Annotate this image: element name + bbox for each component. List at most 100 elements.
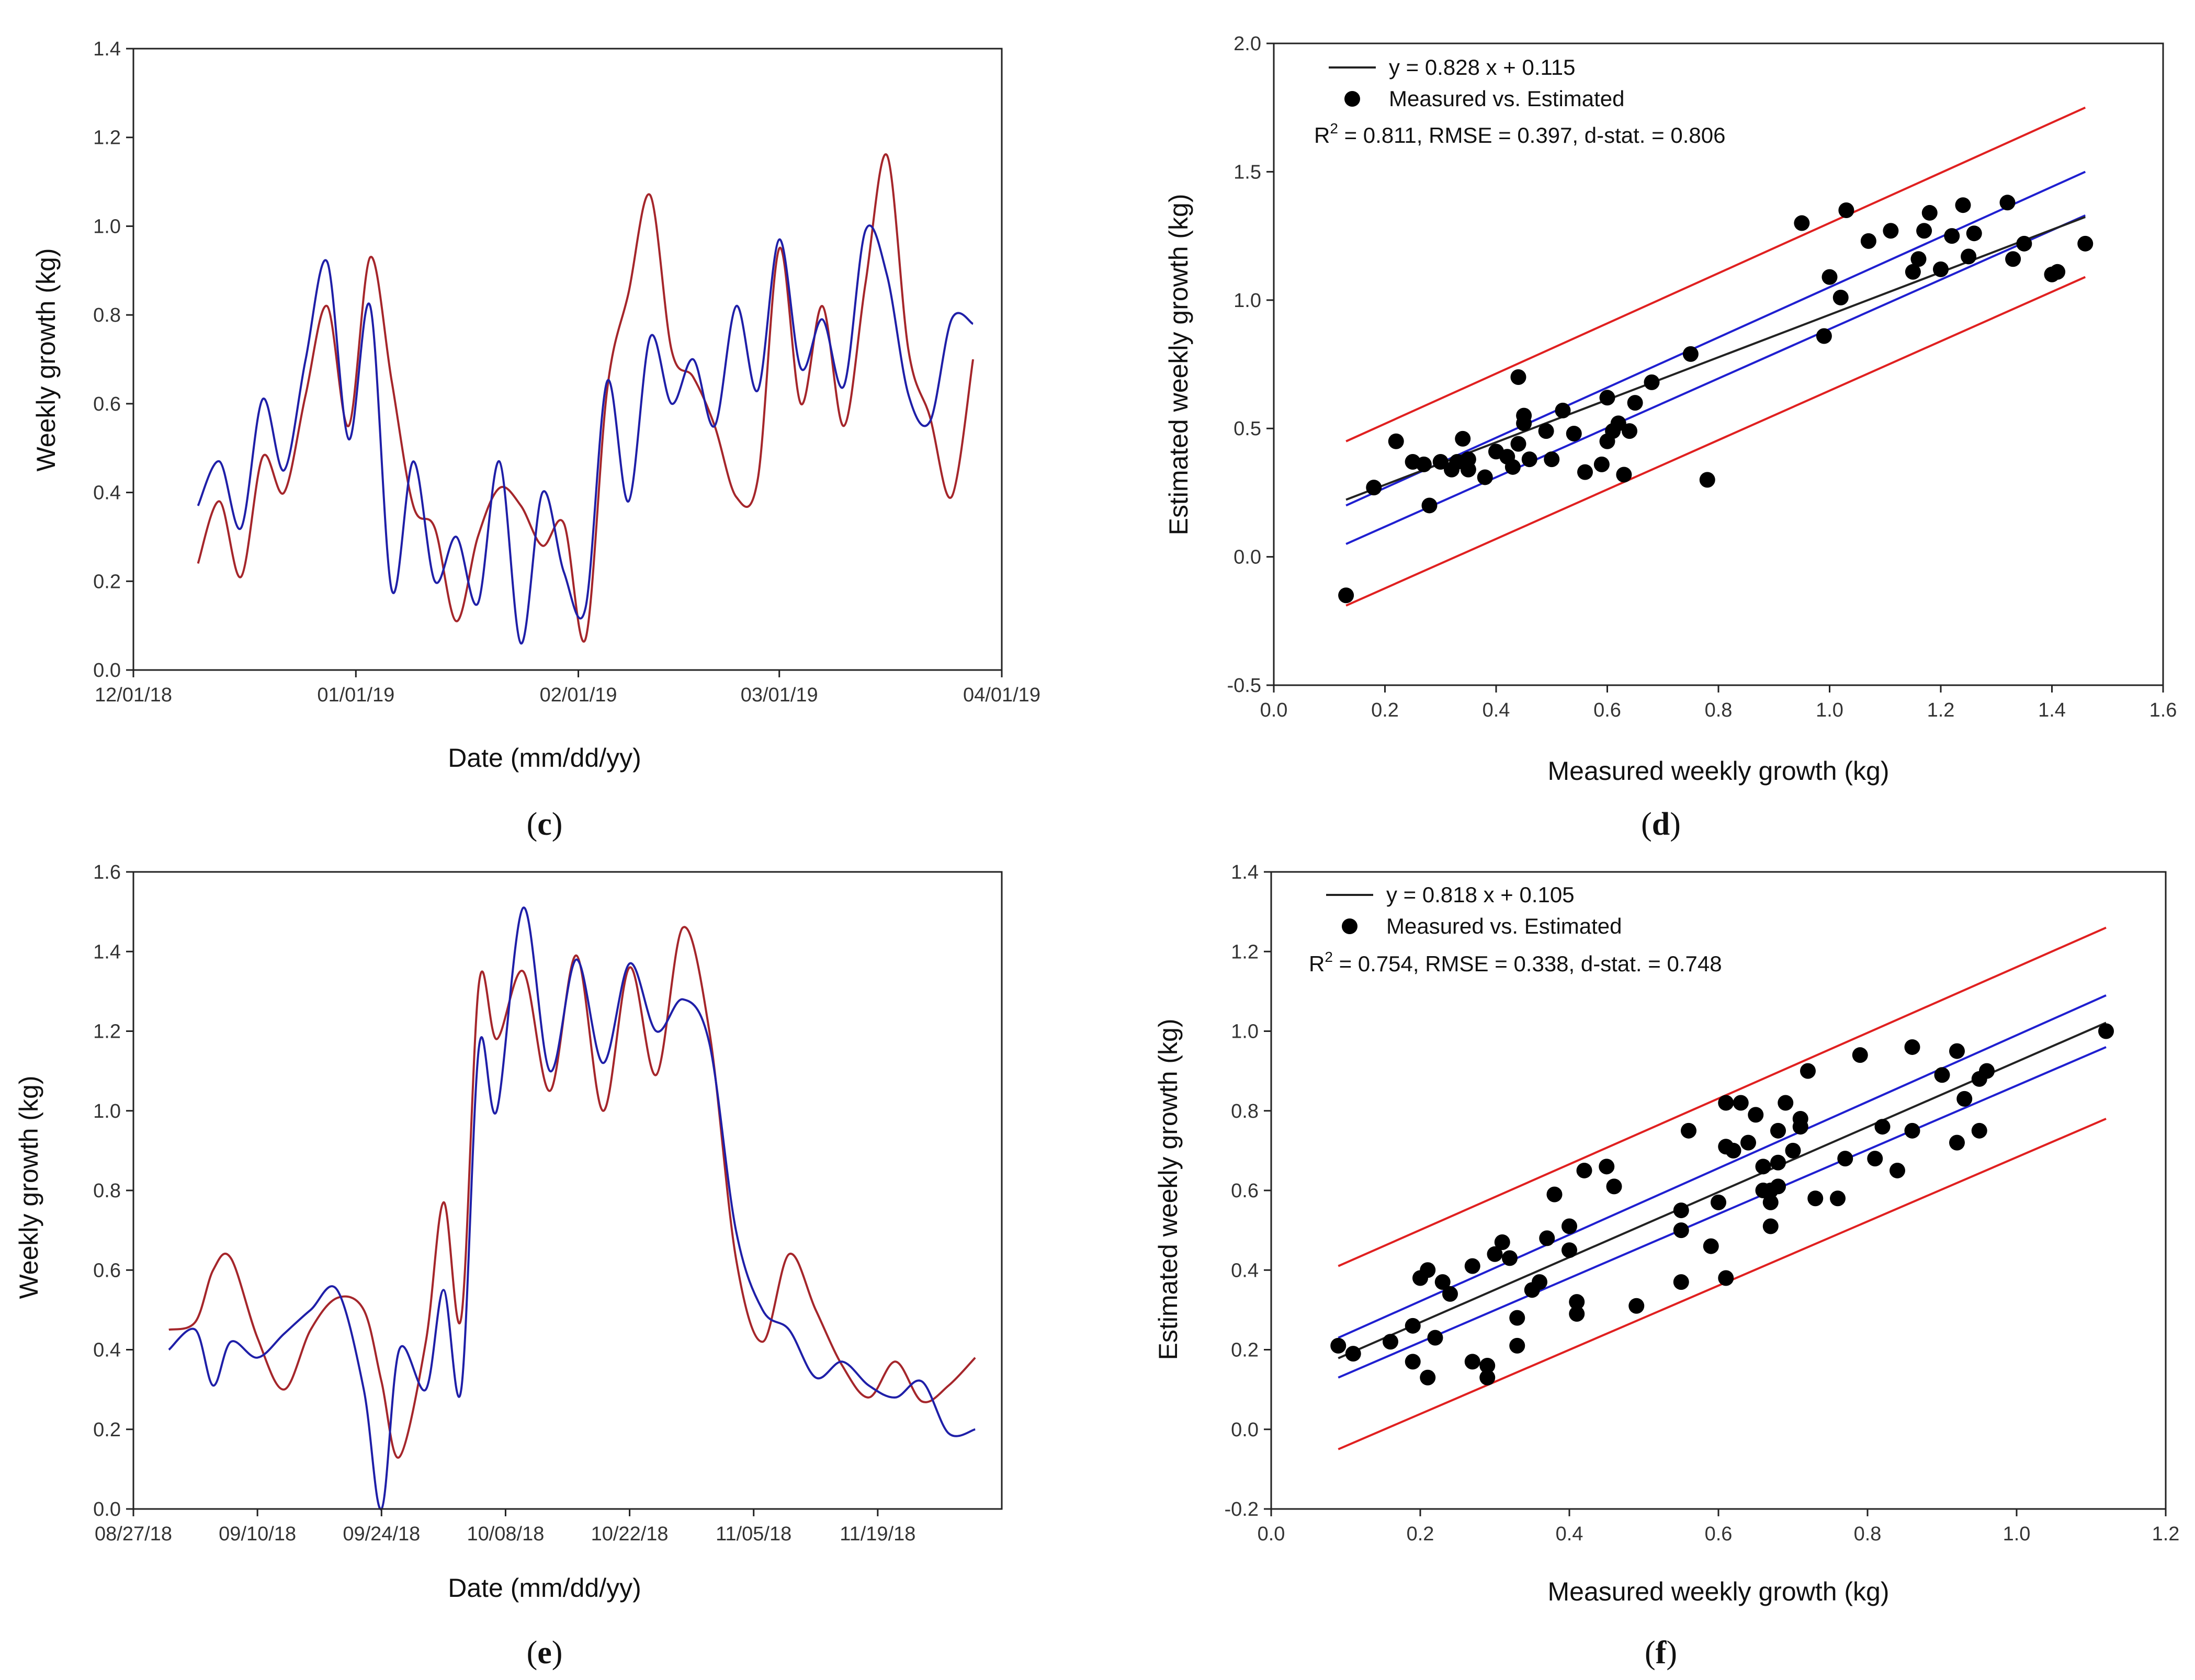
panel-d-data-point (1477, 469, 1493, 485)
panel-d-confidence-upper-line (1345, 171, 2086, 507)
panel-d-data-point (1944, 228, 1960, 244)
panel-f-confidence-lower-line (1338, 1046, 2107, 1379)
panel-d-data-point (1682, 346, 1699, 362)
panel-c-x-axis-label: Date (mm/dd/yy) (448, 743, 641, 773)
panel-f-x-tick-label: 0.8 (1854, 1523, 1882, 1545)
panel-d-data-point (2005, 251, 2021, 267)
panel-f-data-point (1904, 1122, 1920, 1139)
panel-d-data-point (1961, 248, 1977, 265)
panel-f-data-point (1800, 1063, 1816, 1079)
panel-f-data-point (1532, 1274, 1547, 1290)
panel-f-data-point (1979, 1063, 1995, 1079)
panel-e-y-tick-label: 1.6 (93, 861, 121, 883)
panel-d-data-point (1460, 451, 1476, 468)
panel-f-data-point (1725, 1142, 1741, 1159)
panel-d-legend-line-label: y = 0.828 x + 0.115 (1389, 55, 1576, 80)
panel-d-x-tick-label: 0.2 (1371, 699, 1399, 721)
panel-f-data-point (1718, 1270, 1734, 1286)
panel-f-data-point (1479, 1357, 1496, 1373)
panel-d-stats-text: R2 = 0.811, RMSE = 0.397, d-stat. = 0.80… (1314, 120, 1725, 147)
panel-f-data-point (1755, 1159, 1771, 1175)
panel-f-data-point (1434, 1274, 1451, 1290)
panel-d-prediction-lower-line (1345, 276, 2086, 607)
panel-f-y-tick-label: 0.0 (1231, 1419, 1259, 1441)
panel-f-data-point (1420, 1369, 1436, 1386)
panel-c-y-axis-label: Weekly growth (kg) (31, 248, 61, 472)
panel-c-series-line-2 (197, 224, 974, 645)
panel-f-data-point (1852, 1047, 1868, 1063)
panel-e-series-line-2 (168, 906, 976, 1511)
panel-f-data-point (1762, 1194, 1779, 1210)
panel-f-legend-point-label: Measured vs. Estimated (1386, 914, 1622, 938)
panel-f-x-axis-label: Measured weekly growth (kg) (1547, 1577, 1889, 1606)
panel-d-data-point (1916, 223, 1932, 239)
panel-d-bands (1345, 106, 2086, 607)
panel-f-y-tick-label: 0.6 (1231, 1180, 1259, 1202)
panel-d-x-axis-label: Measured weekly growth (kg) (1547, 756, 1889, 786)
panel-c-y-tick-label: 1.0 (93, 215, 121, 237)
panel-f-data-point (1427, 1330, 1443, 1346)
panel-f-data-point (1837, 1151, 1853, 1167)
panel-f-data-point (1487, 1246, 1503, 1262)
panel-f-x-tick-label: 0.2 (1407, 1523, 1434, 1545)
panel-f-x-tick-label: 0.4 (1556, 1523, 1583, 1545)
panel-c-x-tick-label: 01/01/19 (317, 684, 394, 706)
panel-d-data-point (1338, 587, 1354, 604)
panel-f-data-point (1464, 1258, 1480, 1274)
panel-f-data-point (1442, 1286, 1458, 1302)
panel-f-y-tick-label: 0.8 (1231, 1100, 1259, 1122)
panel-f-points (1330, 1023, 2114, 1386)
panel-d-legend-point-swatch (1344, 91, 1360, 107)
panel-f-data-point (1673, 1274, 1689, 1290)
panel-f-y-tick-label: 0.4 (1231, 1259, 1259, 1281)
panel-f-x-tick-label: 1.2 (2152, 1523, 2180, 1545)
panel-d-data-point (1999, 195, 2016, 211)
panel-d-confidence-lower-line (1345, 214, 2086, 545)
panel-c-y-tick-label: 0.2 (93, 571, 121, 593)
panel-d-data-point (2050, 264, 2066, 280)
panel-f-data-point (1569, 1294, 1585, 1310)
panel-d-data-point (1860, 233, 1876, 249)
panel-f-data-point (1770, 1154, 1786, 1171)
panel-f-data-point (1479, 1369, 1496, 1386)
panel-f-y-tick-label: 1.4 (1231, 861, 1259, 883)
panel-e-y-tick-label: 1.4 (93, 941, 121, 963)
panel-d-y-axis-label: Estimated weekly growth (kg) (1164, 194, 1193, 535)
panel-f-y-tick-label: 1.2 (1231, 941, 1259, 963)
panel-f-data-point (1718, 1095, 1734, 1111)
panel-c-y-tick-label: 0.8 (93, 304, 121, 326)
panel-f-data-point (1874, 1119, 1891, 1135)
panel-e-x-tick-label: 10/22/18 (591, 1523, 669, 1545)
panel-c-label: (c) (527, 807, 563, 842)
panel-c-x-tick-label: 03/01/19 (741, 684, 818, 706)
panel-f-data-point (1509, 1337, 1525, 1354)
panel-e-x-tick-label: 11/19/18 (840, 1523, 915, 1545)
panel-f-data-point (1889, 1162, 1905, 1178)
panel-f-x-tick-label: 1.0 (2003, 1523, 2031, 1545)
panel-f-confidence-upper-line (1338, 994, 2107, 1339)
panel-f-data-point (1733, 1095, 1749, 1111)
panel-f-label: (f) (1645, 1635, 1677, 1671)
panel-e-y-tick-label: 1.0 (93, 1100, 121, 1122)
panel-f-data-point (1509, 1310, 1525, 1326)
panel-c-y-tick-label: 1.2 (93, 127, 121, 149)
panel-f-y-tick-label: -0.2 (1225, 1499, 1259, 1520)
panel-f-data-point (1405, 1318, 1421, 1334)
panel-d-x-tick-label: 1.0 (1816, 699, 1843, 721)
panel-d-y-tick-label: 2.0 (1234, 33, 1261, 55)
panel-f-data-point (1539, 1230, 1555, 1246)
panel-e-y-axis-label: Weekly growth (kg) (14, 1076, 43, 1299)
panel-f-data-point (1778, 1095, 1794, 1111)
panel-e-y-tick-label: 0.8 (93, 1180, 121, 1202)
panel-c-x-tick-label: 02/01/19 (540, 684, 617, 706)
panel-d-data-point (1416, 456, 1432, 472)
panel-f-bands (1338, 926, 2107, 1450)
panel-f-data-point (1345, 1346, 1361, 1362)
panel-e-time-series-chart: 08/27/18 09/10/18 09/24/18 10/08/18 10/22/18… (14, 861, 1003, 1671)
panel-c-y-tick-label: 0.0 (93, 660, 121, 682)
panel-f-axes: 0.0 0.2 0.4 0.6 0.8 1.0 1.2 -0.2 0.0 0.2 0.4 0.6 0.8… (1225, 861, 2180, 1545)
panel-d-x-tick-label: 0.4 (1483, 699, 1510, 721)
panel-f-data-point (1703, 1238, 1719, 1254)
panel-e-y-tick-label: 0.0 (93, 1499, 121, 1520)
panel-d-data-point (1504, 459, 1521, 475)
